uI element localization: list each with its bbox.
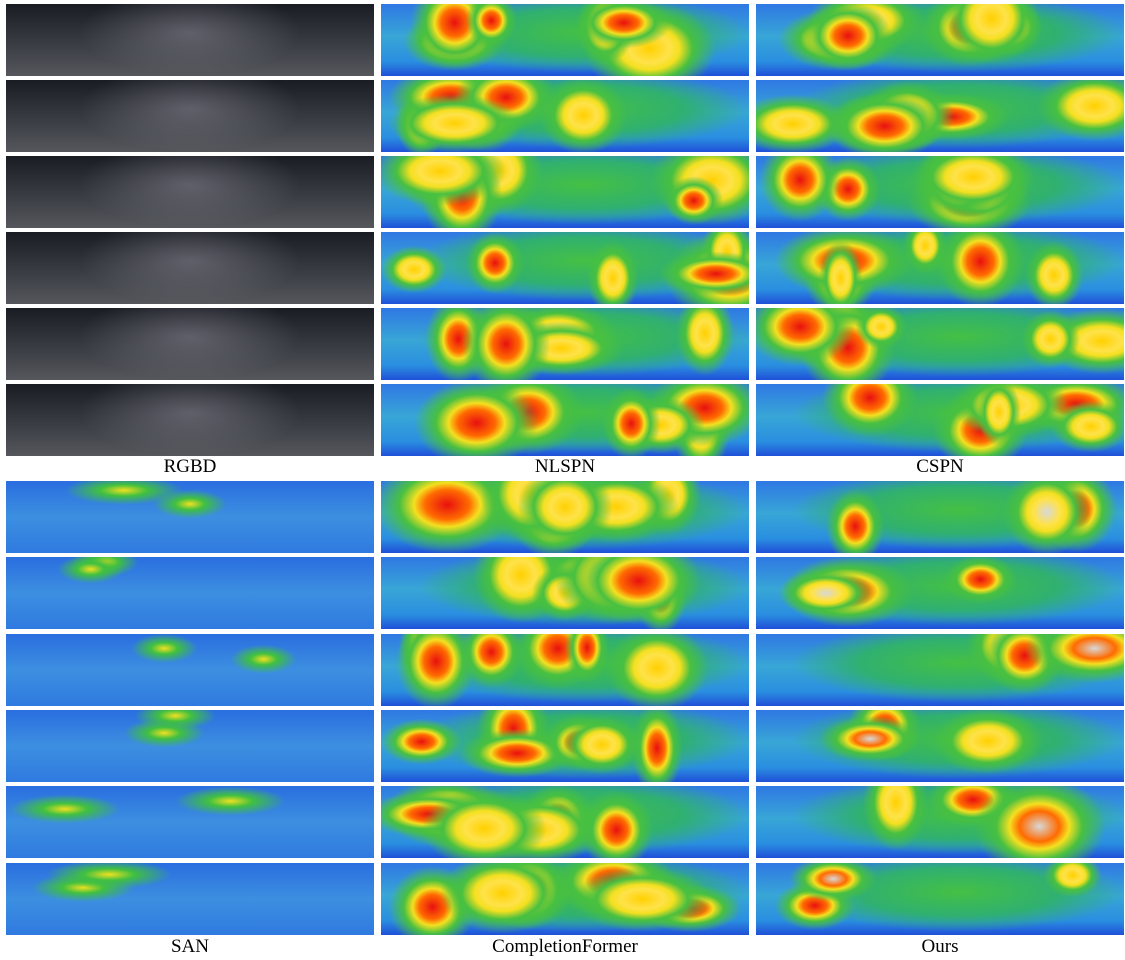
depth-map: [381, 557, 749, 629]
depth-map: [756, 481, 1124, 553]
depth-map: [381, 634, 749, 706]
rgb-image: [6, 308, 374, 380]
depth-map: [756, 710, 1124, 782]
depth-map: [6, 863, 374, 935]
rgb-image: [6, 80, 374, 152]
depth-map: [381, 232, 749, 304]
depth-map: [756, 4, 1124, 76]
depth-map: [756, 863, 1124, 935]
rgb-image: [6, 232, 374, 304]
depth-map: [381, 308, 749, 380]
depth-map: [756, 232, 1124, 304]
depth-map: [381, 786, 749, 858]
depth-map: [381, 481, 749, 553]
depth-map: [756, 557, 1124, 629]
depth-map: [756, 786, 1124, 858]
column-label: RGBD: [6, 456, 374, 478]
depth-map: [6, 710, 374, 782]
depth-map: [381, 384, 749, 456]
depth-map: [756, 308, 1124, 380]
rgb-image: [6, 384, 374, 456]
depth-map: [381, 80, 749, 152]
depth-map: [381, 156, 749, 228]
column-label: Ours: [756, 936, 1124, 958]
depth-map: [381, 4, 749, 76]
column-label: NLSPN: [381, 456, 749, 478]
depth-map: [756, 156, 1124, 228]
column-label: CompletionFormer: [381, 936, 749, 958]
column-label: SAN: [6, 936, 374, 958]
column-label: CSPN: [756, 456, 1124, 478]
depth-map: [756, 634, 1124, 706]
depth-map: [381, 710, 749, 782]
depth-map: [6, 786, 374, 858]
depth-map: [6, 557, 374, 629]
figure: RGBD NLSPN CSPN SAN CompletionFormer Our…: [0, 0, 1125, 960]
depth-map: [6, 481, 374, 553]
depth-map: [756, 384, 1124, 456]
depth-map: [381, 863, 749, 935]
depth-map: [6, 634, 374, 706]
depth-map: [756, 80, 1124, 152]
rgb-image: [6, 4, 374, 76]
rgb-image: [6, 156, 374, 228]
